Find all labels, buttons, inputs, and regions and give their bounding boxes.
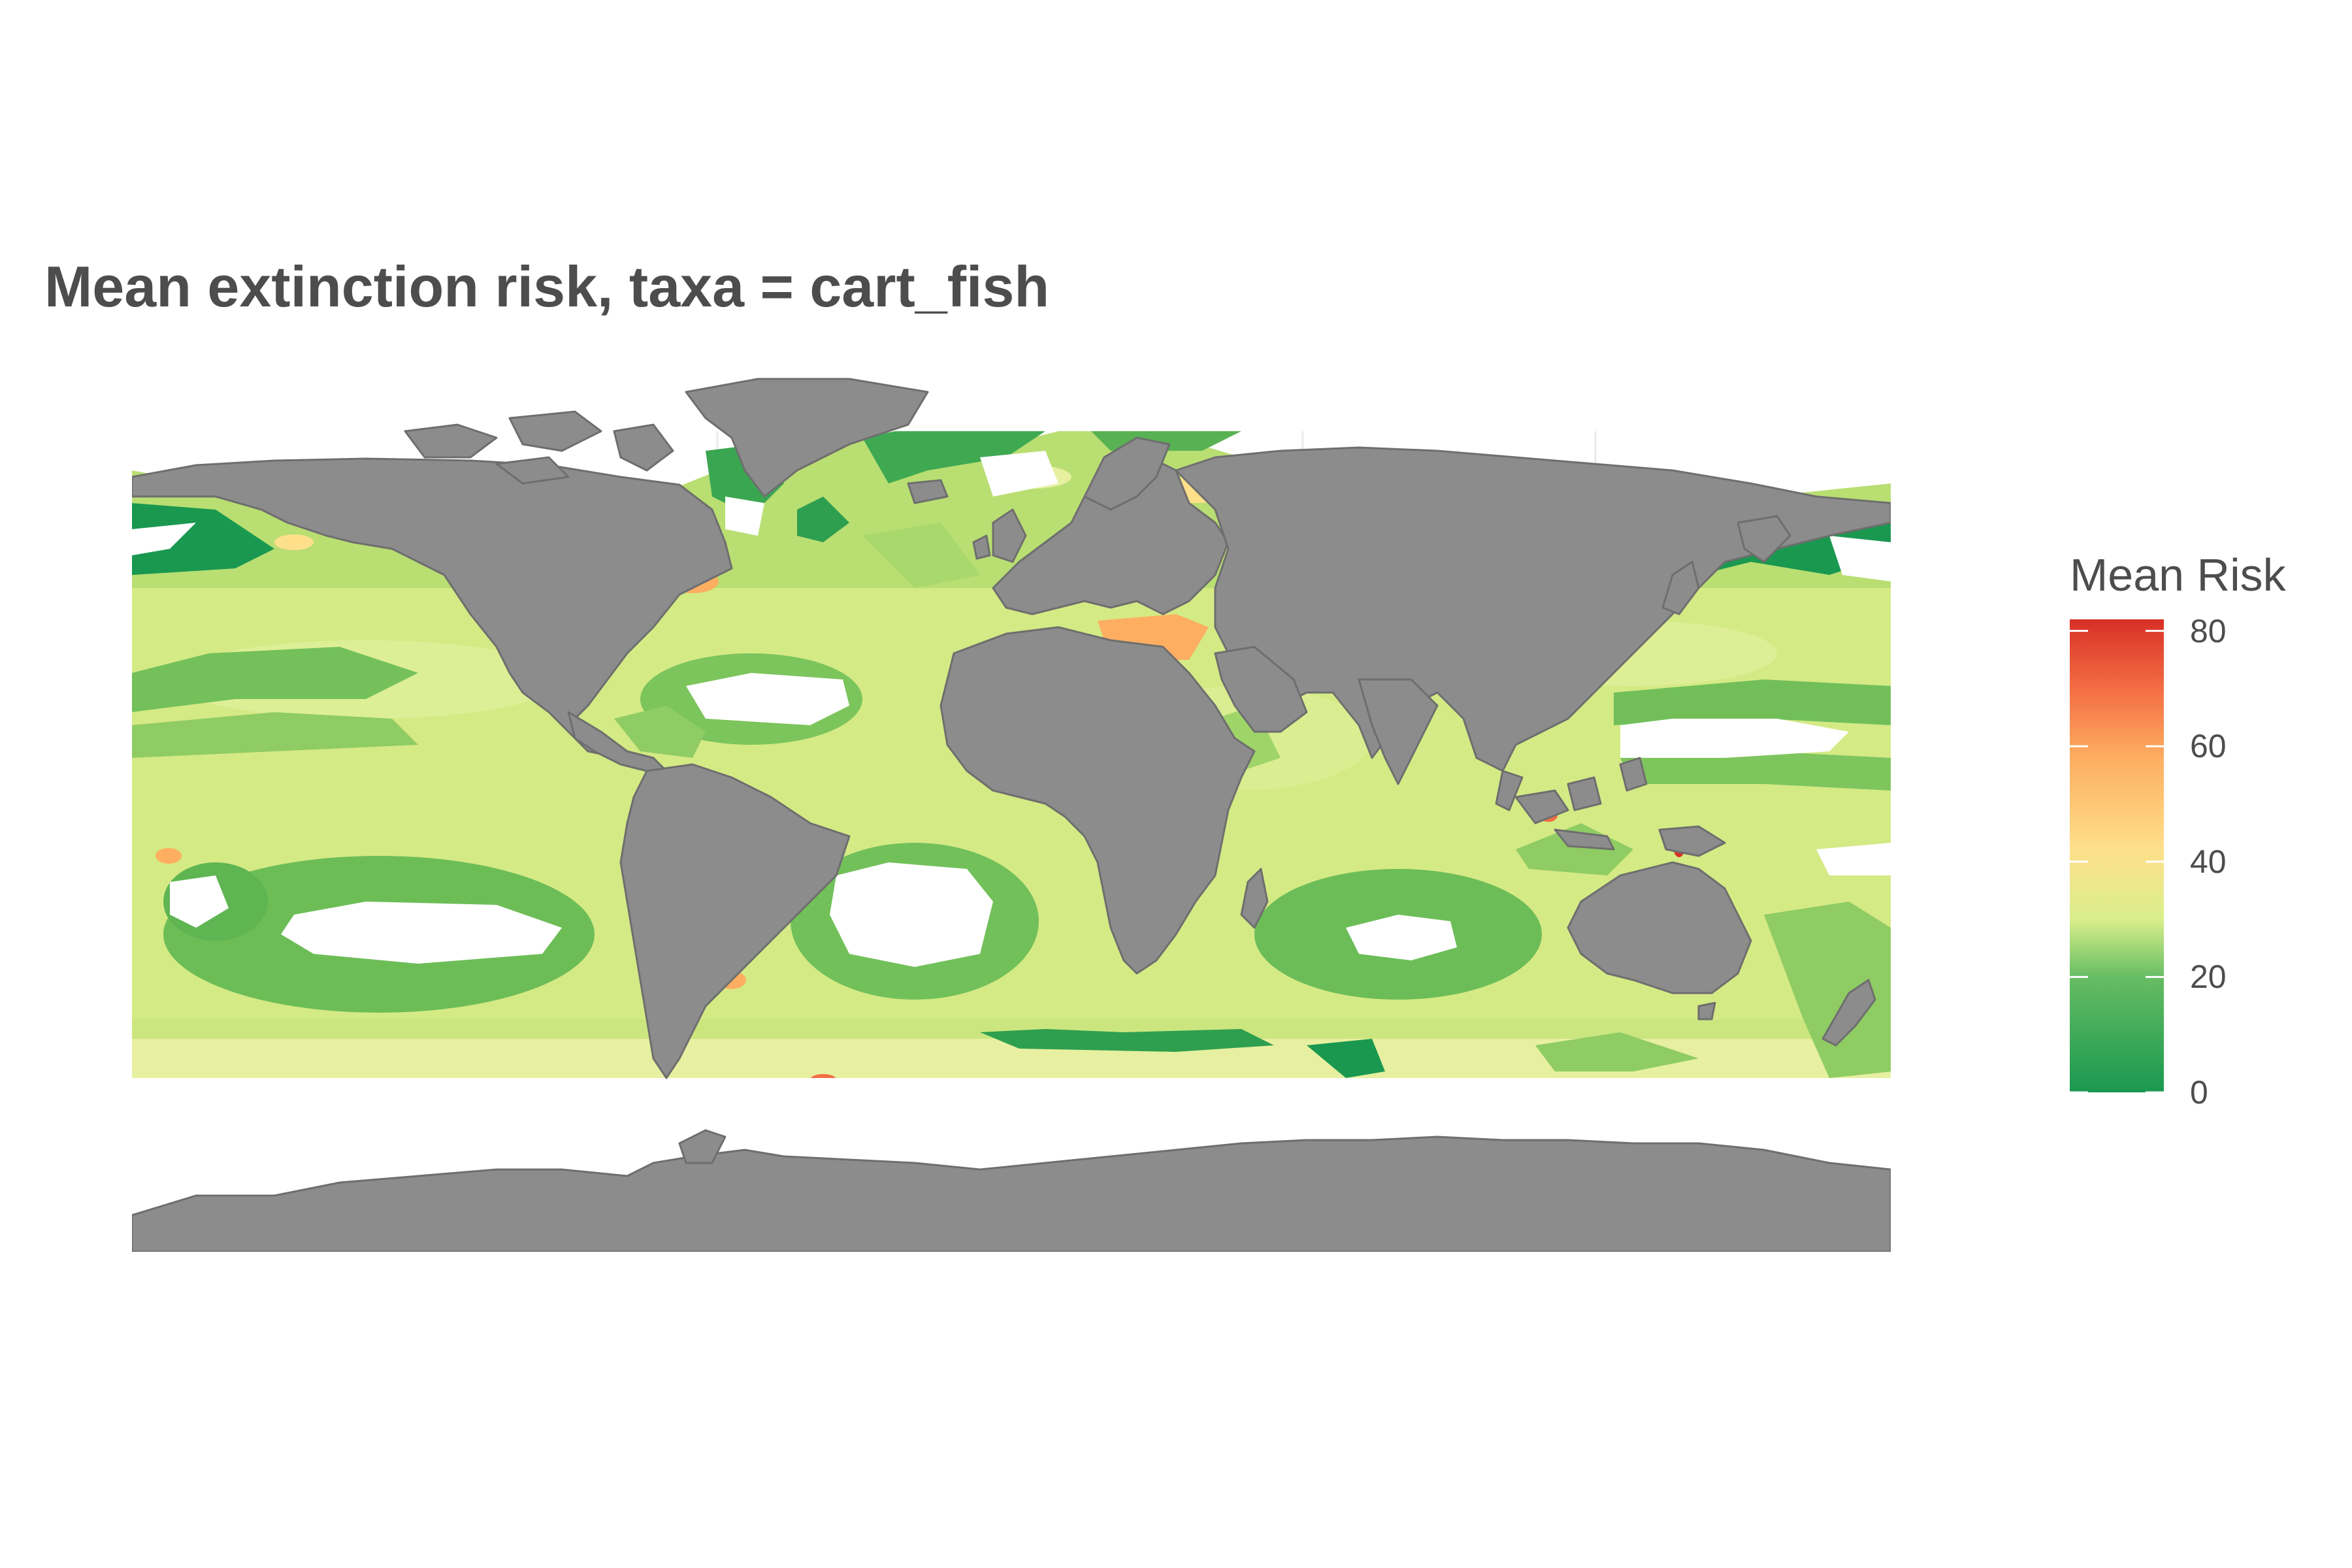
arabian-peninsula (1214, 645, 1308, 733)
antarctica (132, 1135, 1891, 1252)
japan (1661, 561, 1700, 615)
south-pacific-nodata (281, 902, 562, 964)
south-america (619, 763, 851, 1079)
south-indian-nodata (1346, 915, 1457, 960)
north-atlantic-nodata (686, 673, 849, 725)
legend-tick-label: 20 (2190, 958, 2227, 996)
legend-colorbar (2070, 619, 2164, 1094)
land-layer (132, 378, 1891, 1252)
india (1358, 678, 1439, 785)
legend-title: Mean Risk (2070, 549, 2286, 600)
australia (1567, 861, 1752, 994)
new-zealand (1821, 979, 1876, 1047)
scandinavia (1083, 436, 1171, 511)
north-pacific-dark-green (132, 503, 274, 575)
greenland (685, 378, 929, 498)
legend-tick-label: 60 (2190, 728, 2227, 765)
africa (939, 626, 1256, 975)
british-isles (992, 508, 1027, 563)
legend-tick-label: 0 (2190, 1074, 2208, 1111)
north-pacific-green-band (132, 647, 418, 712)
legend-tick-label: 40 (2190, 843, 2227, 880)
north-pacific-nodata (1620, 719, 1849, 758)
chart-title: Mean extinction risk, taxa = cart_fish (44, 254, 1050, 319)
south-atlantic-nodata (830, 862, 993, 967)
legend-tick-label: 80 (2190, 612, 2227, 649)
madagascar (1240, 868, 1269, 929)
